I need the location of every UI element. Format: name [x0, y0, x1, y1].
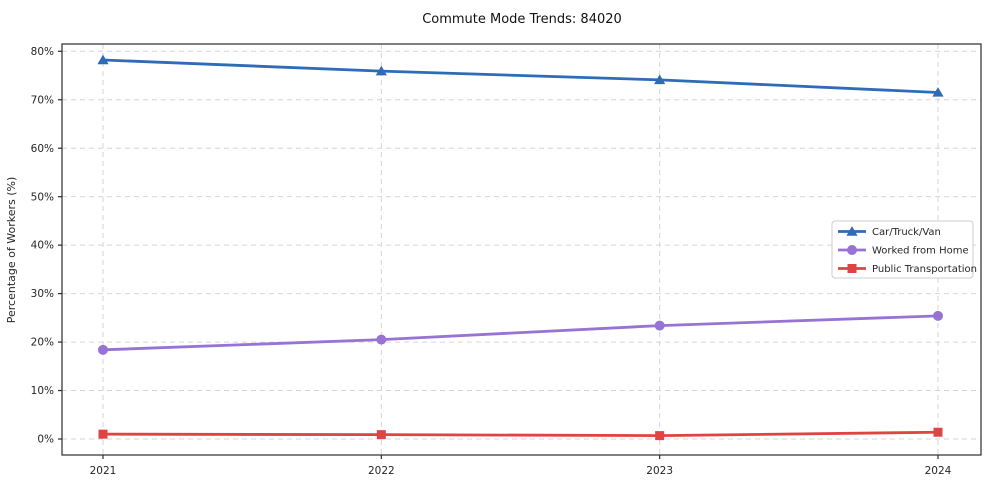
y-tick-label: 60%: [31, 143, 54, 155]
y-tick-label: 20%: [31, 337, 54, 349]
x-tick-label: 2021: [90, 465, 117, 477]
data-point-marker: [375, 65, 387, 76]
y-axis-label: Percentage of Workers (%): [5, 177, 18, 324]
y-tick-label: 0%: [37, 434, 54, 446]
y-tick-label: 70%: [31, 94, 54, 106]
chart-title: Commute Mode Trends: 84020: [422, 12, 622, 27]
legend-item-label: Worked from Home: [872, 246, 969, 257]
legend-marker: [847, 245, 857, 255]
y-tick-label: 40%: [31, 240, 54, 252]
legend-box: [831, 220, 974, 279]
x-tick-label: 2023: [646, 465, 673, 477]
legend-marker: [846, 226, 858, 236]
data-point-marker: [655, 431, 665, 441]
data-point-marker: [654, 320, 665, 331]
x-tick-label: 2024: [925, 465, 952, 477]
plot-area: 0% 10% 20% 30% 40% 50% 60% 70% 80% 2021 2022 2023 20…: [31, 43, 982, 477]
series-line: [101, 430, 940, 438]
data-point-marker: [376, 430, 386, 440]
axes-frame: [61, 43, 982, 456]
data-point-marker: [933, 310, 943, 321]
data-point-marker: [932, 87, 944, 97]
legend-item-label: Car/Truck/Van: [872, 227, 941, 238]
data-point-marker: [97, 54, 109, 65]
legend-marker: [847, 264, 857, 273]
y-tick-label: 10%: [31, 385, 54, 397]
data-point-marker: [98, 429, 108, 439]
x-tick-label: 2022: [368, 465, 395, 477]
data-point-marker: [933, 427, 943, 437]
data-point-marker: [376, 334, 387, 345]
series-line: [101, 314, 940, 352]
legend-item-label: Public Transportation: [872, 264, 977, 275]
y-tick-label: 80%: [31, 46, 54, 58]
data-point-marker: [98, 344, 108, 355]
data-point-marker: [654, 74, 666, 85]
series-line: [101, 58, 940, 94]
y-tick-label: 30%: [31, 288, 54, 300]
y-tick-label: 50%: [31, 191, 54, 203]
